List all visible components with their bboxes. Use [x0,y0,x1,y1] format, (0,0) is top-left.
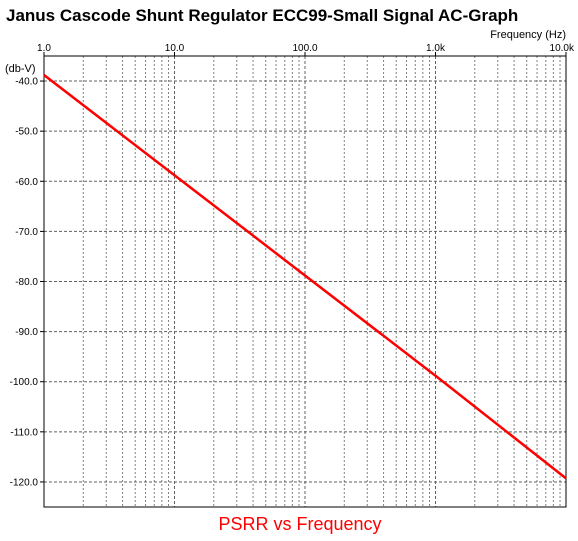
y-tick-label: -70.0 [15,227,38,238]
x-tick-label: 1.0k [426,43,446,54]
y-tick-label: -110.0 [10,427,38,438]
x-tick-label: 10.0k [550,43,575,54]
y-axis-label: (db-V) [5,63,36,75]
x-tick-label: 10.0 [165,43,185,54]
x-tick-label: 1.0 [37,43,51,54]
series-line-1 [43,74,567,480]
x-axis-label: Frequency (Hz) [490,29,566,41]
y-tick-label: -60.0 [15,177,38,188]
y-tick-label: -120.0 [10,477,39,488]
y-tick-label: -100.0 [10,377,39,388]
y-tick-label: -80.0 [15,277,38,288]
chart-title: Janus Cascode Shunt Regulator ECC99-Smal… [6,6,518,25]
y-tick-label: -40.0 [15,77,38,88]
series-layer [43,74,567,480]
y-tick-label: -50.0 [15,127,38,138]
y-tick-label: -90.0 [15,327,38,338]
y-ticks: -40.0 -50.0 -60.0 -70.0 -80.0 -90.0 -100.0 -110… [10,77,44,488]
x-tick-label: 100.0 [292,43,317,54]
x-ticks: 1.0 10.0 100.0 1.0k 10.0k [37,43,575,56]
chart-caption: PSRR vs Frequency [218,514,381,534]
